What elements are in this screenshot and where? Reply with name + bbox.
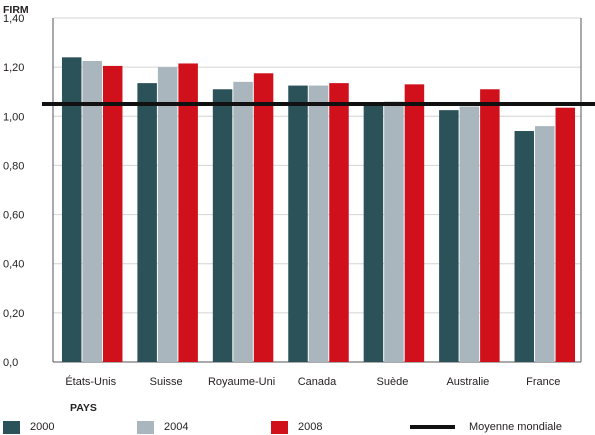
y-tick-label: 0,80 (3, 160, 24, 172)
legend-item-moyenne-mondiale: Moyenne mondiale (410, 420, 562, 434)
x-tick-label: Australie (446, 376, 489, 388)
legend-label-moyenne-mondiale: Moyenne mondiale (469, 421, 562, 433)
bar (288, 85, 308, 363)
bar (439, 110, 459, 363)
bar (514, 131, 535, 362)
bar (384, 101, 404, 363)
y-tick-label: 1,40 (3, 13, 24, 25)
bar (253, 73, 274, 363)
legend-item-2000: 2000 (3, 420, 54, 434)
x-tick-label: France (526, 376, 560, 388)
y-tick-label: 1,00 (3, 111, 24, 123)
legend-item-2008: 2008 (271, 420, 322, 434)
bar (137, 83, 157, 362)
y-tick-labels: 0,0 0,20 0,40 0,60 0,80 1,00 1,20 1,40 (3, 13, 24, 369)
bar (480, 89, 500, 362)
bars (61, 57, 576, 363)
bar (157, 67, 178, 363)
legend-label-2004: 2004 (164, 421, 189, 433)
bar (459, 106, 480, 362)
bar (178, 63, 198, 362)
x-tick-label: Suède (377, 376, 409, 388)
bar (404, 84, 425, 362)
y-axis-title: FIRM (3, 4, 29, 16)
x-tick-label: Suisse (150, 376, 183, 388)
y-tick-label: 0,20 (3, 308, 24, 320)
bar (82, 61, 102, 362)
y-tick-label: 0,0 (3, 357, 18, 369)
bar (233, 81, 253, 362)
x-tick-label: États-Unis (65, 375, 116, 388)
x-tick-label: Royaume-Uni (208, 376, 275, 388)
legend-label-2008: 2008 (298, 421, 323, 433)
legend-swatch-2008 (271, 420, 288, 434)
legend-swatch-2000 (3, 420, 20, 434)
bar (308, 85, 329, 363)
legend-label-2000: 2000 (30, 421, 55, 433)
y-tick-label: 0,40 (3, 259, 24, 271)
bar (212, 89, 233, 362)
x-tick-label: Canada (298, 376, 337, 388)
y-tick-label: 1,20 (3, 62, 24, 74)
bar (329, 83, 349, 362)
legend-item-2004: 2004 (137, 420, 188, 434)
legend-swatch-2004 (137, 420, 154, 434)
bar (363, 104, 384, 362)
x-axis-title: PAYS (70, 402, 97, 414)
legend-swatch-moyenne-mondiale (410, 425, 455, 429)
bar (555, 107, 576, 362)
bar (102, 65, 123, 363)
y-tick-label: 0,60 (3, 210, 24, 222)
bar (535, 126, 555, 362)
x-tick-labels: États-Unis Suisse Royaume-Uni Canada Suède Au… (65, 375, 560, 388)
bar (61, 57, 82, 363)
